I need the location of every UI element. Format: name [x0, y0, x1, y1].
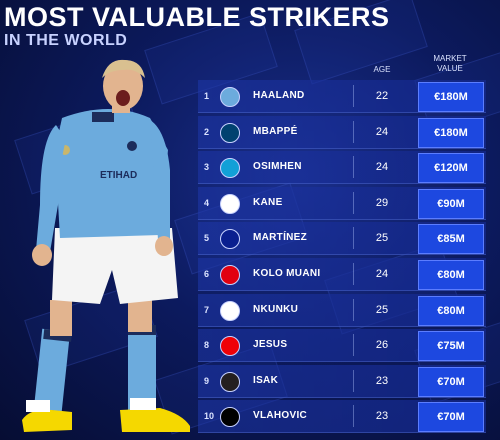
age-column-header: AGE: [373, 65, 391, 74]
player-row: 1 HAALAND 22 €180M: [198, 80, 486, 113]
rank-number: 3: [204, 162, 210, 173]
player-name: OSIMHEN: [253, 161, 302, 173]
market-value-badge: €80M: [418, 295, 484, 326]
rank-number: 6: [204, 269, 210, 279]
row-divider: [353, 369, 354, 392]
player-row: 7 NKUNKU 25 €80M: [198, 293, 486, 327]
club-crest-icon: [220, 229, 240, 250]
row-divider: [353, 85, 354, 107]
player-age: 25: [375, 303, 389, 316]
player-row: 10 VLAHOVIC 23 €70M: [198, 400, 486, 434]
market-value-badge: €70M: [418, 402, 484, 433]
club-crest-icon: [220, 158, 240, 179]
row-divider: [353, 227, 354, 250]
player-name: MBAPPÉ: [253, 125, 298, 137]
player-row: 9 ISAK 23 €70M: [198, 364, 486, 398]
row-divider: [353, 156, 354, 179]
club-crest-icon: [220, 87, 240, 107]
rank-number: 10: [204, 411, 215, 422]
club-crest-icon: [220, 265, 240, 285]
svg-text:ETIHAD: ETIHAD: [100, 170, 137, 181]
rank-number: 9: [204, 375, 210, 386]
player-row: 2 MBAPPÉ 24 €180M: [198, 115, 486, 149]
row-divider: [353, 405, 354, 428]
player-name: KANE: [253, 196, 283, 208]
market-value-header-line1: MARKET: [433, 54, 467, 63]
player-figure: ETIHAD: [22, 59, 190, 432]
market-value-badge: €70M: [418, 366, 484, 397]
club-crest-icon: [220, 336, 240, 357]
player-age: 24: [375, 268, 389, 280]
club-crest-icon: [220, 407, 240, 428]
player-age: 23: [375, 374, 389, 387]
player-row: 8 JESUS 26 €75M: [198, 329, 486, 363]
player-row: 3 OSIMHEN 24 €120M: [198, 151, 486, 185]
row-divider: [353, 263, 354, 285]
player-name: ISAK: [253, 374, 279, 386]
page-subtitle: IN THE WORLD: [4, 32, 128, 49]
rank-number: 5: [204, 233, 210, 244]
market-value-badge: €90M: [418, 188, 484, 219]
player-name: HAALAND: [253, 90, 305, 101]
market-value-header-line2: VALUE: [437, 64, 463, 73]
row-divider: [353, 191, 354, 214]
club-crest-icon: [220, 371, 240, 392]
row-divider: [353, 334, 354, 357]
row-divider: [353, 298, 354, 321]
market-value-badge: €80M: [418, 260, 484, 290]
player-row: 6 KOLO MUANI 24 €80M: [198, 258, 486, 291]
player-name: NKUNKU: [253, 303, 299, 315]
market-value-badge: €75M: [418, 331, 484, 362]
rank-number: 8: [204, 340, 210, 351]
player-age: 23: [375, 410, 389, 423]
rank-number: 7: [204, 304, 210, 315]
rank-number: 1: [204, 91, 210, 101]
market-value-badge: €120M: [418, 153, 484, 184]
row-divider: [353, 120, 354, 143]
player-name: VLAHOVIC: [253, 410, 308, 422]
club-crest-icon: [220, 122, 240, 143]
player-age: 26: [375, 339, 389, 352]
player-age: 22: [375, 90, 389, 102]
club-crest-icon: [220, 193, 240, 214]
market-value-badge: €85M: [418, 224, 484, 255]
player-name: KOLO MUANI: [253, 268, 321, 279]
player-age: 24: [375, 125, 389, 138]
market-value-column-header: MARKET VALUE: [420, 54, 480, 74]
page-title: MOST VALUABLE STRIKERS: [4, 2, 390, 32]
player-age: 29: [375, 196, 389, 209]
rank-number: 2: [204, 126, 210, 137]
club-crest-icon: [220, 300, 240, 321]
player-name: JESUS: [253, 339, 288, 351]
player-row: 4 KANE 29 €90M: [198, 186, 486, 220]
player-age: 25: [375, 232, 389, 245]
player-age: 24: [375, 161, 389, 174]
market-value-badge: €180M: [418, 82, 484, 112]
market-value-badge: €180M: [418, 117, 484, 148]
rank-number: 4: [204, 197, 210, 208]
player-row: 5 MARTÍNEZ 25 €85M: [198, 222, 486, 256]
player-name: MARTÍNEZ: [253, 232, 308, 244]
